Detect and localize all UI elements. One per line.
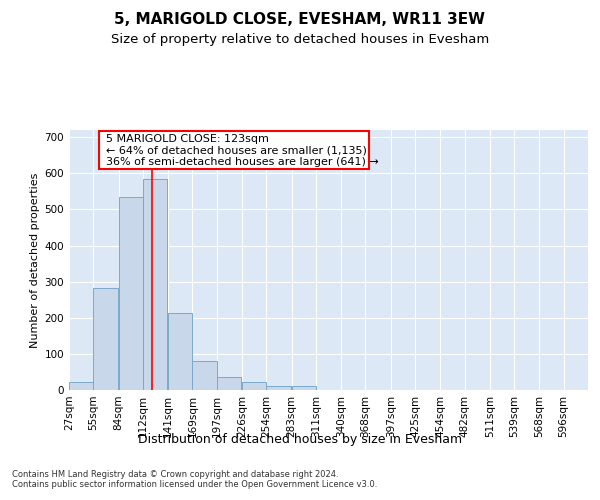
Bar: [69, 382, 94, 390]
Bar: [193, 362, 217, 390]
Text: ← 64% of detached houses are smaller (1,135): ← 64% of detached houses are smaller (1,…: [106, 145, 367, 155]
Bar: [168, 314, 193, 390]
Bar: [242, 382, 266, 390]
Text: Distribution of detached houses by size in Evesham: Distribution of detached houses by size …: [138, 432, 462, 446]
Text: 36% of semi-detached houses are larger (641) →: 36% of semi-detached houses are larger (…: [106, 156, 379, 166]
Bar: [292, 386, 316, 390]
Bar: [94, 288, 118, 390]
Bar: [266, 386, 290, 390]
Bar: [100, 130, 369, 168]
Text: Contains HM Land Registry data © Crown copyright and database right 2024.
Contai: Contains HM Land Registry data © Crown c…: [12, 470, 377, 490]
Text: 5, MARIGOLD CLOSE, EVESHAM, WR11 3EW: 5, MARIGOLD CLOSE, EVESHAM, WR11 3EW: [115, 12, 485, 28]
Bar: [217, 376, 241, 390]
Text: 5 MARIGOLD CLOSE: 123sqm: 5 MARIGOLD CLOSE: 123sqm: [106, 134, 269, 143]
Bar: [143, 179, 167, 390]
Y-axis label: Number of detached properties: Number of detached properties: [31, 172, 40, 348]
Text: Size of property relative to detached houses in Evesham: Size of property relative to detached ho…: [111, 32, 489, 46]
Bar: [119, 197, 143, 390]
